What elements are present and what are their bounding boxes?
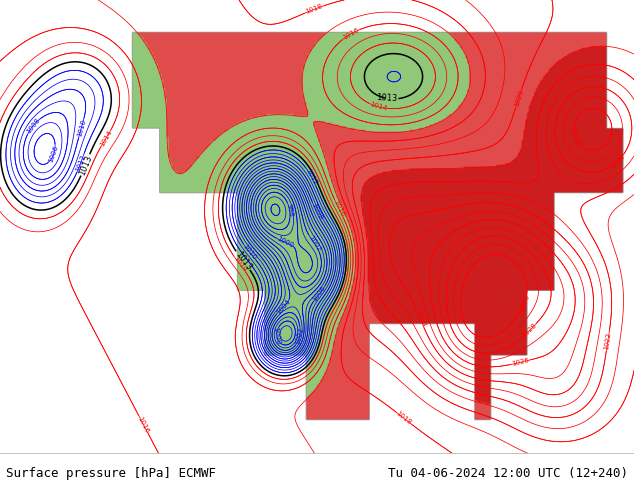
Text: Surface pressure [hPa] ECMWF: Surface pressure [hPa] ECMWF (6, 467, 216, 480)
Text: 1013: 1013 (233, 249, 253, 272)
Text: 1008: 1008 (25, 117, 41, 135)
Text: 1002: 1002 (307, 234, 321, 252)
Text: 1016: 1016 (332, 199, 346, 218)
Text: 1006: 1006 (311, 285, 327, 303)
Text: 1000: 1000 (273, 327, 281, 345)
Text: 1013: 1013 (376, 93, 398, 103)
Text: 1008: 1008 (310, 202, 323, 221)
Text: 1018: 1018 (305, 3, 324, 15)
Text: 1010: 1010 (242, 243, 257, 261)
Text: 1004: 1004 (275, 298, 292, 316)
Text: 1013: 1013 (77, 153, 94, 176)
Text: 1002: 1002 (295, 327, 304, 345)
Text: 1014: 1014 (99, 129, 113, 147)
Text: 1024: 1024 (609, 153, 626, 169)
Text: 1026: 1026 (511, 357, 530, 367)
Text: 1016: 1016 (341, 27, 360, 41)
Text: 1006: 1006 (48, 145, 60, 164)
Text: 1018: 1018 (395, 410, 413, 426)
Text: 1016: 1016 (137, 416, 150, 434)
Text: 1030: 1030 (518, 294, 530, 312)
Text: Tu 04-06-2024 12:00 UTC (12+240): Tu 04-06-2024 12:00 UTC (12+240) (387, 467, 628, 480)
Text: 1020: 1020 (513, 89, 524, 107)
Text: 1024: 1024 (414, 309, 426, 328)
Text: 1012: 1012 (304, 168, 318, 186)
Text: 1010: 1010 (76, 118, 87, 137)
Text: 1022: 1022 (604, 332, 612, 350)
Text: 1012: 1012 (75, 153, 87, 172)
Text: 1014: 1014 (232, 255, 247, 273)
Text: 998: 998 (285, 203, 294, 217)
Text: 1026: 1026 (569, 127, 581, 146)
Text: 1014: 1014 (369, 101, 388, 112)
Text: 1028: 1028 (521, 322, 538, 339)
Text: 1000: 1000 (276, 236, 295, 249)
